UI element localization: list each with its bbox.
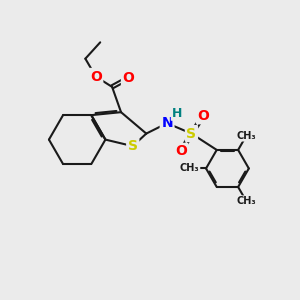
Text: O: O xyxy=(90,70,102,83)
Text: N: N xyxy=(161,116,173,130)
Text: O: O xyxy=(197,109,209,123)
Text: S: S xyxy=(128,139,138,153)
Text: H: H xyxy=(171,107,182,120)
Text: O: O xyxy=(122,71,134,85)
Text: S: S xyxy=(187,127,196,141)
Text: CH₃: CH₃ xyxy=(236,131,256,141)
Text: O: O xyxy=(175,144,187,158)
Text: CH₃: CH₃ xyxy=(236,196,256,206)
Text: CH₃: CH₃ xyxy=(180,164,200,173)
